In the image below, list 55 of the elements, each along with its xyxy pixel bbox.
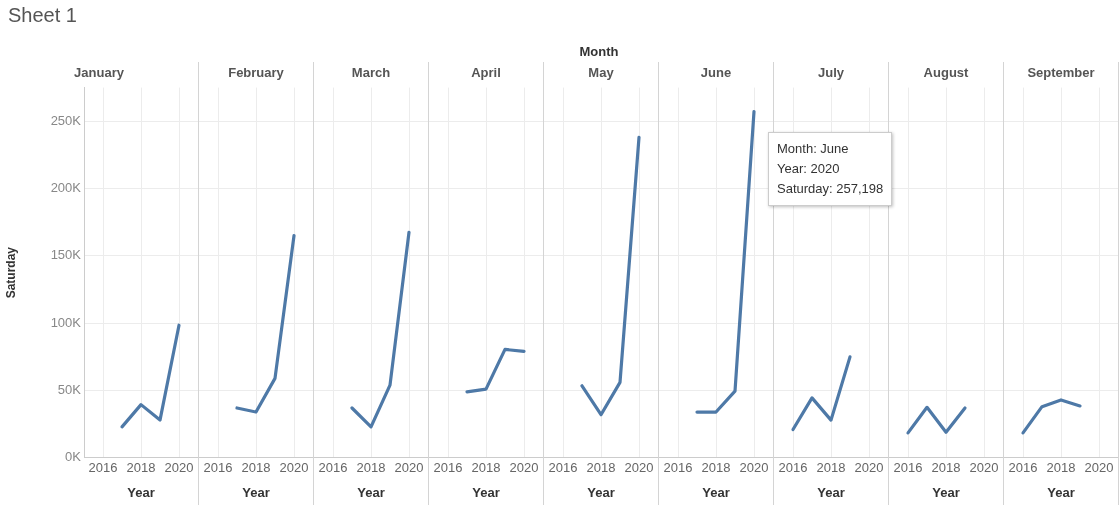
x-tick-label: 2016 [203, 460, 233, 476]
x-tick-label: 2020 [624, 460, 654, 476]
x-tick-label: 2020 [739, 460, 769, 476]
chart-title: July [817, 65, 845, 81]
chart-title: March [351, 65, 391, 81]
y-tick-label: 200K [50, 180, 82, 196]
x-tick-label: 2020 [279, 460, 309, 476]
y-tick-label: 50K [57, 382, 82, 398]
chart-title: May [588, 65, 615, 81]
x-axis-title: Year [702, 484, 730, 500]
x-tick-label: 2018 [586, 460, 616, 476]
x-tick-label: 2020 [509, 460, 539, 476]
x-tick-label: 2020 [854, 460, 884, 476]
y-tick-label: 100K [50, 314, 82, 330]
x-tick-label: 2018 [816, 460, 846, 476]
x-tick-label: 2016 [893, 460, 923, 476]
x-tick-label: 2016 [663, 460, 693, 476]
x-tick-label: 2018 [931, 460, 961, 476]
x-axis-title: Year [817, 484, 845, 500]
x-axis-title: Year [127, 484, 155, 500]
text: Month [578, 44, 620, 59]
x-tick-label: 2018 [1046, 460, 1076, 476]
chart-title: September [1027, 65, 1095, 81]
x-axis-title: Year [587, 484, 615, 500]
annotation: Month: June Year: 2020 Saturday: 257,198 [768, 131, 893, 206]
x-tick-label: 2018 [471, 460, 501, 476]
x-axis-title: Year [1047, 484, 1075, 500]
chart-title: January [74, 65, 125, 81]
x-tick-label: 2016 [433, 460, 463, 476]
x-tick-label: 2020 [164, 460, 194, 476]
x-tick-label: 2018 [126, 460, 156, 476]
x-tick-label: 2018 [701, 460, 731, 476]
x-tick-label: 2016 [88, 460, 118, 476]
x-axis-title: Year [472, 484, 500, 500]
x-tick-label: 2016 [1008, 460, 1038, 476]
x-tick-label: 2018 [241, 460, 271, 476]
x-tick-label: 2016 [318, 460, 348, 476]
x-axis-title: Year [357, 484, 385, 500]
chart-title: April [471, 65, 501, 81]
y-tick-label: 0K [65, 449, 82, 465]
y-tick-label: 150K [50, 247, 82, 263]
text: Sheet 1 [8, 4, 77, 27]
x-axis-title: Year [242, 484, 270, 500]
x-axis-title: Year [932, 484, 960, 500]
x-tick-label: 2016 [548, 460, 578, 476]
chart-title: August [923, 65, 970, 81]
x-tick-label: 2016 [778, 460, 808, 476]
y-axis-title: Saturday [3, 246, 18, 299]
x-tick-label: 2020 [1084, 460, 1114, 476]
x-tick-label: 2020 [969, 460, 999, 476]
x-tick-label: 2020 [394, 460, 424, 476]
chart-title: February [228, 65, 285, 81]
y-tick-label: 250K [50, 112, 82, 128]
chart-title: June [700, 65, 732, 81]
x-tick-label: 2018 [356, 460, 386, 476]
